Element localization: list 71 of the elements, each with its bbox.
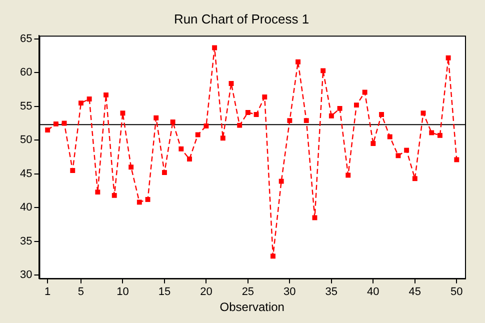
point — [328, 113, 334, 118]
x-tick-label: 35 — [325, 286, 338, 298]
chart-title: Run Chart of Process 1 — [174, 11, 310, 26]
point — [170, 119, 176, 124]
point — [45, 128, 50, 132]
point — [320, 68, 326, 74]
point — [178, 146, 184, 152]
point — [212, 45, 218, 50]
point — [270, 254, 276, 259]
point — [78, 100, 84, 106]
point — [86, 96, 92, 102]
point — [112, 192, 117, 198]
point — [396, 153, 401, 158]
y-tick-label: 40 — [20, 202, 32, 214]
point — [312, 215, 318, 220]
point — [187, 156, 192, 162]
x-tick-label: 25 — [242, 286, 254, 298]
point — [245, 110, 250, 115]
point — [420, 110, 426, 116]
point — [429, 130, 434, 136]
x-tick-label: 15 — [158, 286, 171, 298]
point — [228, 81, 234, 86]
x-tick-label: 30 — [284, 286, 296, 298]
point — [70, 168, 76, 173]
point — [204, 124, 209, 128]
x-tick-label: 40 — [367, 286, 380, 298]
point — [254, 112, 259, 117]
x-tick-label: 1 — [44, 286, 51, 298]
x-tick-label: 10 — [116, 286, 129, 298]
point — [195, 132, 200, 138]
point — [362, 90, 368, 95]
x-axis-title: Observation — [220, 300, 284, 314]
y-tick-label: 30 — [20, 269, 32, 282]
point — [304, 118, 309, 124]
point — [454, 157, 460, 162]
point — [62, 120, 67, 126]
point — [162, 170, 167, 175]
point — [337, 106, 342, 111]
point — [404, 148, 410, 153]
y-tick-label: 55 — [20, 100, 32, 112]
point — [136, 200, 142, 205]
y-tick-label: 35 — [20, 235, 32, 248]
point — [120, 110, 126, 116]
point — [220, 136, 226, 141]
point — [104, 92, 108, 98]
point — [53, 121, 58, 126]
point — [379, 112, 384, 117]
point — [296, 59, 301, 64]
x-tick-label: 20 — [200, 286, 212, 298]
point — [95, 190, 100, 195]
point — [412, 176, 418, 182]
point — [446, 55, 451, 60]
y-tick-label: 65 — [20, 33, 32, 46]
point — [128, 164, 134, 170]
point — [287, 118, 292, 124]
x-tick-label: 45 — [408, 286, 422, 298]
point — [437, 132, 442, 138]
y-tick-label: 60 — [20, 66, 32, 79]
y-tick-label: 50 — [20, 134, 32, 146]
point — [354, 102, 359, 108]
point — [387, 134, 392, 140]
point — [370, 141, 376, 146]
point — [278, 178, 284, 184]
point — [262, 94, 268, 100]
point — [237, 122, 242, 128]
x-tick-label: 50 — [450, 286, 463, 298]
point — [346, 172, 351, 178]
x-tick-label: 5 — [78, 286, 84, 298]
point — [145, 197, 150, 202]
point — [154, 115, 159, 120]
y-tick-label: 45 — [20, 168, 32, 180]
